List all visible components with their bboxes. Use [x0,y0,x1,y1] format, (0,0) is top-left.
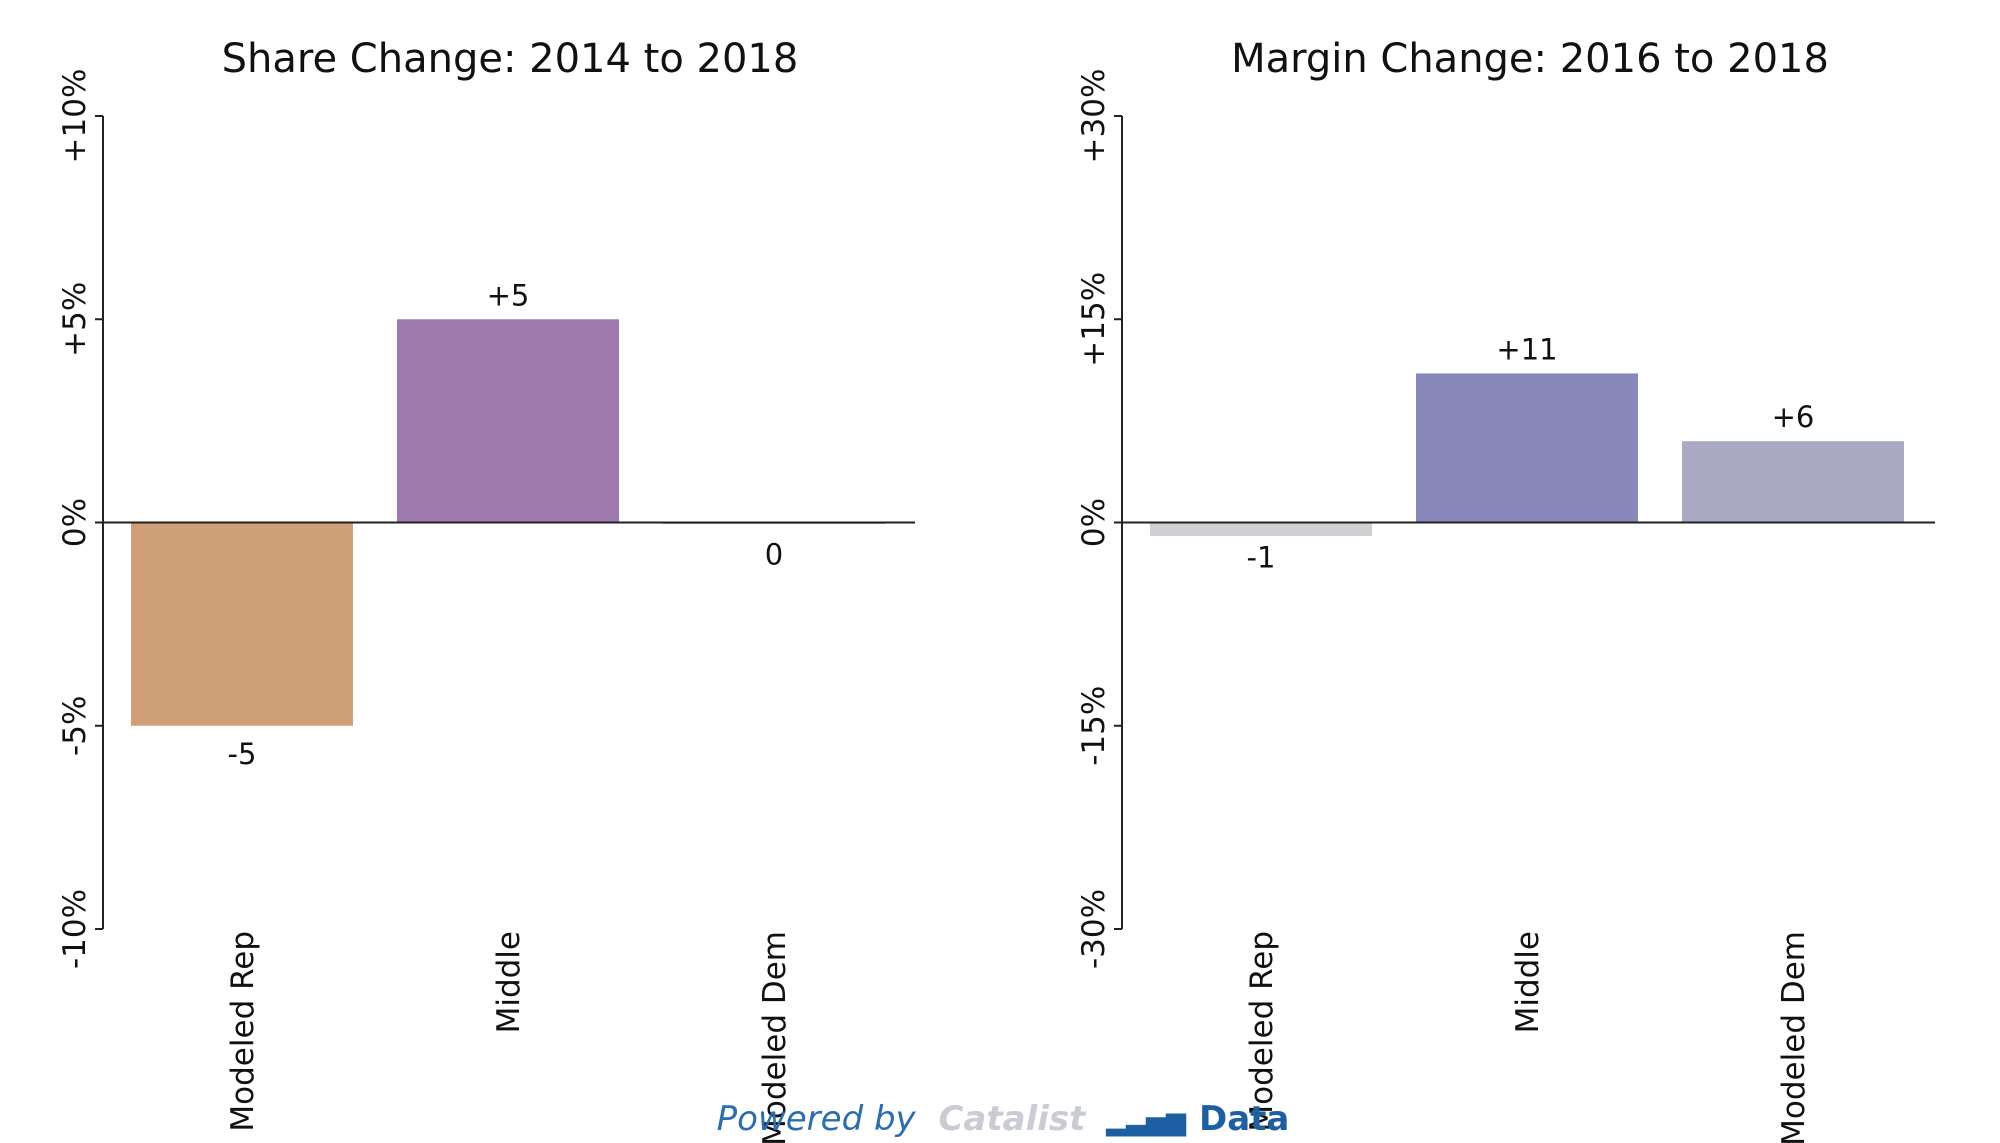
bar-value-label: +6 [1772,400,1815,434]
chart-title: Margin Change: 2016 to 2018 [1231,36,1829,82]
category-label: Modeled Dem [757,931,793,1143]
y-tick-label: 0% [57,498,93,547]
bar [1416,373,1638,523]
brand-logo-text: Catalist [938,1099,1087,1139]
y-tick-label: 0% [1076,498,1112,547]
category-label: Modeled Rep [1244,931,1280,1132]
y-tick-label: -5% [57,696,93,756]
bar-value-label: 0 [765,538,783,572]
footer-attribution: Powered by Catalist ▂▃▅▆ Data [717,1099,1290,1139]
category-label: Middle [491,931,527,1033]
share-change-chart: Share Change: 2014 to 2018 -10% -5% 0% +5% +1… [57,36,915,1143]
bar [1150,522,1372,537]
bar [1682,441,1904,523]
bar-value-label: -1 [1247,541,1276,575]
y-tick-label: +5% [57,282,93,357]
bars-logo-icon: ▂▃▅▆ [1105,1107,1187,1137]
product-logo-text: Data [1199,1099,1289,1139]
y-tick-label: -15% [1076,686,1112,766]
powered-by-text: Powered by [717,1099,917,1139]
bar-value-label: +5 [487,278,530,312]
category-label: Middle [1510,931,1546,1033]
y-tick-label: +15% [1076,272,1112,367]
bar [131,522,353,726]
bar-value-label: -5 [228,737,257,771]
bar [397,319,619,523]
svg-text:Powered by Catalist: Powered by Catalist ▂▃▅▆ Data [717,1099,1290,1139]
bar-value-label: +11 [1496,332,1557,366]
y-tick-label: +30% [1076,69,1112,164]
y-tick-label: -30% [1076,889,1112,969]
y-tick-label: +10% [57,69,93,164]
category-label: Modeled Dem [1776,931,1812,1143]
y-tick-label: -10% [57,889,93,969]
chart-title: Share Change: 2014 to 2018 [222,36,799,82]
margin-change-chart: Margin Change: 2016 to 2018 -30% -15% 0% +15… [1076,36,1935,1143]
category-label: Modeled Rep [225,931,261,1132]
